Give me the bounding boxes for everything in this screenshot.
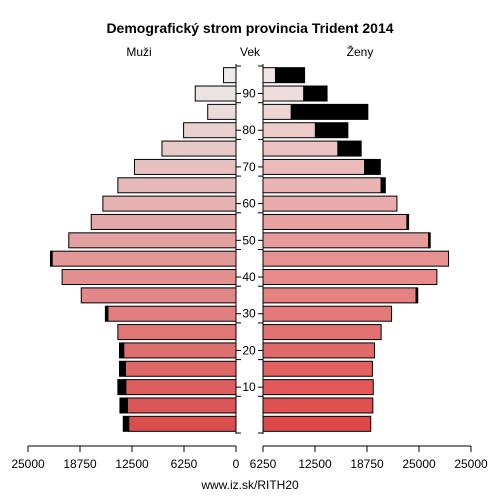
men-bar-40-44: [61, 269, 237, 286]
women-bar-45-49: [262, 250, 450, 267]
x-tick-label: 12500: [115, 457, 149, 471]
x-axis: 25000 18750 12500 6250 0 6250 12500 18750 25000 2…: [11, 446, 488, 471]
men-bar-35-39: [80, 287, 237, 304]
men-bar-55-59: [90, 213, 237, 230]
women-bar-40-44: [262, 269, 438, 286]
women-bar-50-54: [262, 232, 430, 249]
women-bar-65-69: [262, 177, 382, 194]
women-excess-bar-55-59: [406, 213, 410, 230]
men-bar-60-65: [102, 195, 237, 212]
age-label: Vek: [240, 45, 261, 59]
men-excess-bar-45-49: [49, 250, 53, 267]
men-excess-bar-30-34: [104, 305, 109, 322]
men-bars: [49, 67, 237, 432]
age-tick-label: 30: [242, 307, 256, 321]
men-bar-95+: [223, 67, 237, 84]
men-excess-bar-20-24: [119, 342, 125, 359]
men-bar-65-69: [117, 177, 237, 194]
men-bar-75-79: [161, 140, 237, 157]
x-tick-label: 18750: [63, 457, 97, 471]
x-tick-label: 6250: [250, 457, 277, 471]
men-bar-25-29: [117, 324, 237, 341]
women-excess-bar-80-84: [314, 122, 349, 139]
men-bar-10-14: [125, 379, 237, 396]
age-tick-label: 70: [242, 160, 256, 174]
x-tick-label: 25000: [402, 457, 436, 471]
women-bar-15-19: [262, 360, 373, 377]
men-excess-bar-0-4: [122, 415, 130, 432]
age-axis: 10 20 30 40 50 60 70 80 90: [236, 65, 263, 434]
age-tick-label: 40: [242, 270, 256, 284]
age-tick-label: 20: [242, 343, 256, 357]
men-excess-bar-15-19: [119, 360, 126, 377]
women-bar-75-79: [262, 140, 339, 157]
women-bar-60-65: [262, 195, 398, 212]
men-bar-85-89: [207, 103, 237, 120]
x-tick-label: 25000: [11, 457, 45, 471]
women-bar-20-24: [262, 342, 375, 359]
women-excess-bar-35-39: [415, 287, 419, 304]
men-label: Muži: [126, 45, 151, 59]
age-tick-label: 50: [242, 233, 256, 247]
source-label: www.iz.sk/RITH20: [200, 478, 299, 492]
men-bar-50-54: [68, 232, 237, 249]
age-tick-label: 90: [242, 87, 256, 101]
women-bar-80-84: [262, 122, 316, 139]
women-bar-0-4: [262, 415, 372, 432]
women-excess-bar-65-69: [380, 177, 386, 194]
women-bar-25-29: [262, 324, 382, 341]
age-tick-label: 60: [242, 197, 256, 211]
age-tick-label: 10: [242, 380, 256, 394]
x-tick-label: 6250: [171, 457, 198, 471]
women-excess-bar-70-74: [364, 158, 381, 175]
women-label: Ženy: [347, 44, 374, 59]
men-bar-80-84: [183, 122, 237, 139]
women-excess-bar-95+: [274, 67, 306, 84]
women-excess-bar-50-54: [428, 232, 431, 249]
men-excess-bar-10-14: [117, 379, 127, 396]
women-bar-70-74: [262, 158, 366, 175]
x-tick-label: 18750: [350, 457, 384, 471]
men-bar-20-24: [123, 342, 237, 359]
women-bar-5-9: [262, 397, 374, 414]
men-bar-5-9: [126, 397, 237, 414]
women-bar-90-94: [262, 85, 305, 102]
women-bar-35-39: [262, 287, 417, 304]
women-excess-bar-75-79: [337, 140, 362, 157]
women-excess-bar-90-94: [303, 85, 328, 102]
chart-title: Demografický strom provincia Trident 201…: [106, 20, 393, 36]
men-bar-30-34: [107, 305, 237, 322]
age-tick-label: 80: [242, 123, 256, 137]
men-excess-bar-5-9: [119, 397, 128, 414]
women-bar-10-14: [262, 379, 374, 396]
women-bar-85-89: [262, 103, 292, 120]
x-tick-label: 25000: [454, 457, 488, 471]
women-bars: [262, 67, 450, 432]
men-bar-90-94: [194, 85, 237, 102]
women-excess-bar-85-89: [290, 103, 369, 120]
men-bar-15-19: [124, 360, 237, 377]
men-bar-70-74: [133, 158, 237, 175]
x-tick-label: 0: [233, 457, 240, 471]
women-bar-55-59: [262, 213, 408, 230]
x-tick-label: 12500: [298, 457, 332, 471]
women-bar-30-34: [262, 305, 393, 322]
men-bar-0-4: [128, 415, 237, 432]
men-bar-45-49: [51, 250, 237, 267]
women-bar-95+: [262, 67, 276, 84]
